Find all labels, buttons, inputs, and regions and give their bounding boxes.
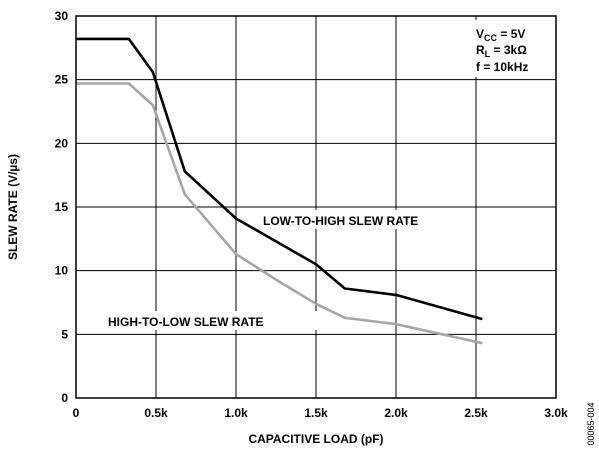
x-tick-labels: 0 0.5k 1.0k 1.5k 2.0k 2.5k 3.0k xyxy=(73,406,568,420)
x-axis-title: CAPACITIVE LOAD (pF) xyxy=(248,432,383,446)
x-tick-label: 0 xyxy=(73,406,80,420)
series-lines xyxy=(76,37,483,345)
figure-code: 00065-004 xyxy=(586,402,596,445)
conditions-annotation: VCC = 5V RL = 3kΩ f = 10kHz xyxy=(470,20,552,77)
y-tick-label: 30 xyxy=(55,9,69,23)
conditions-box xyxy=(470,20,552,77)
rl-subscript: L xyxy=(485,49,491,59)
x-tick-label: 0.5k xyxy=(144,406,168,420)
low-to-high-label: LOW-TO-HIGH SLEW RATE xyxy=(263,214,418,228)
y-axis-title: SLEW RATE (V/µs) xyxy=(6,154,20,260)
x-tick-label: 1.0k xyxy=(224,406,248,420)
x-tick-label: 2.0k xyxy=(384,406,408,420)
high-to-low-label-bg xyxy=(104,311,322,330)
x-tick-label: 1.5k xyxy=(304,406,328,420)
plot-frame xyxy=(75,15,557,399)
high-to-low-label: HIGH-TO-LOW SLEW RATE xyxy=(108,315,264,329)
y-tick-label: 0 xyxy=(61,391,68,405)
vcc-symbol: V xyxy=(476,27,484,41)
rl-value: = 3kΩ xyxy=(490,43,527,57)
y-tick-label: 15 xyxy=(55,200,69,214)
high-to-low-series-line xyxy=(76,82,483,345)
y-tick-label: 25 xyxy=(55,73,69,87)
y-tick-label: 10 xyxy=(55,264,69,278)
y-tick-label: 5 xyxy=(61,327,68,341)
rl-annotation: RL = 3kΩ xyxy=(476,43,527,59)
frequency-annotation: f = 10kHz xyxy=(476,60,528,74)
vcc-subscript: CC xyxy=(484,33,497,43)
y-tick-labels: 0 5 10 15 20 25 30 xyxy=(55,9,69,405)
vcc-annotation: VCC = 5V xyxy=(476,27,525,43)
low-to-high-label-bg xyxy=(258,210,474,229)
x-tick-label: 3.0k xyxy=(544,406,568,420)
low-to-high-series-line xyxy=(76,37,483,321)
x-tick-label: 2.5k xyxy=(464,406,488,420)
y-tick-label: 20 xyxy=(55,136,69,150)
vcc-value: = 5V xyxy=(497,27,525,41)
rl-symbol: R xyxy=(476,43,485,57)
